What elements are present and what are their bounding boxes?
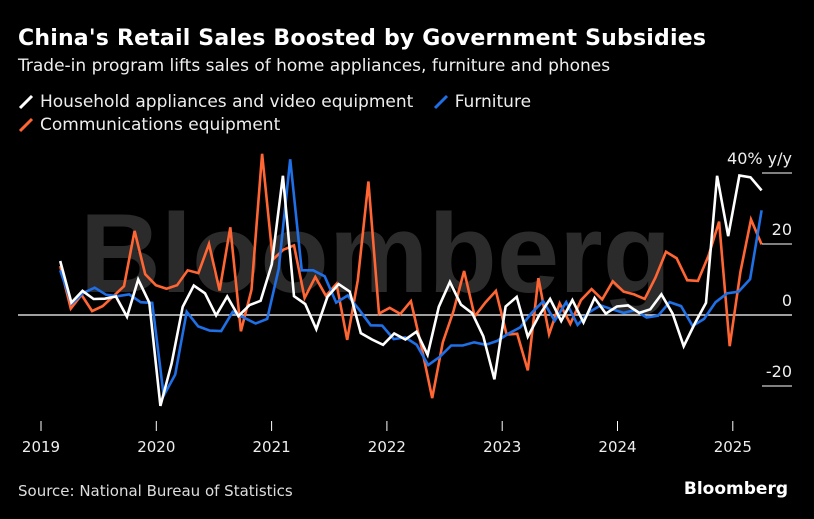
x-tick-label: 2023 <box>483 438 521 456</box>
watermark-text: Bloomberg <box>80 191 671 316</box>
x-tick-label: 2021 <box>253 438 291 456</box>
y-tick-label: 20 <box>772 220 792 239</box>
chart-subtitle: Trade-in program lifts sales of home app… <box>18 56 611 76</box>
series-line-furniture <box>58 159 763 400</box>
y-tick-label: -20 <box>766 362 792 381</box>
legend-item-communications: Communications equipment <box>18 115 280 135</box>
legend-swatch-communications <box>18 117 34 133</box>
series-line-communications <box>58 153 763 399</box>
legend-swatch-appliances <box>18 94 34 110</box>
legend-swatch-furniture <box>433 94 448 110</box>
x-tick-label: 2024 <box>598 438 636 456</box>
bloomberg-logo: Bloomberg <box>683 479 788 499</box>
x-tick-label: 2022 <box>368 438 406 456</box>
x-tick-label: 2025 <box>714 438 752 456</box>
legend-label-communications: Communications equipment <box>40 115 281 135</box>
chart-title: China's Retail Sales Boosted by Governme… <box>18 26 707 51</box>
source-note: Source: National Bureau of Statistics <box>18 482 293 500</box>
x-tick-label: 2019 <box>22 438 60 456</box>
legend-item-appliances: Household appliances and video equipment <box>18 92 413 112</box>
series-line-appliances <box>58 174 763 407</box>
legend-label-appliances: Household appliances and video equipment <box>40 92 414 112</box>
legend-label-furniture: Furniture <box>454 92 532 112</box>
legend: Household appliances and video equipment… <box>18 92 578 138</box>
y-tick-label: 40% y/y <box>727 149 792 168</box>
legend-item-furniture: Furniture <box>433 92 531 112</box>
x-tick-label: 2020 <box>137 438 175 456</box>
y-tick-label: 0 <box>782 291 792 310</box>
